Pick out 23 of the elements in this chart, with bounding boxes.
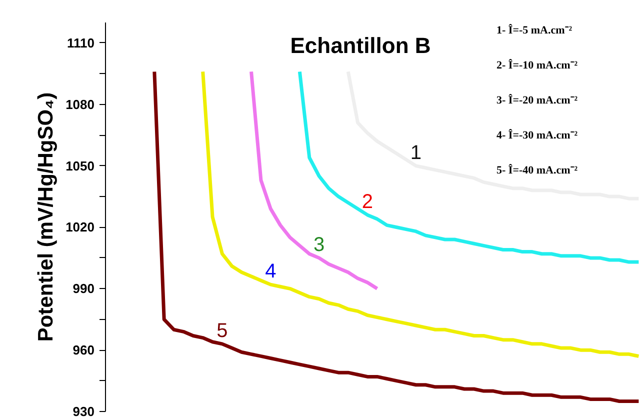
series-label: 5 — [216, 320, 228, 342]
annotation: 4- Î=-30 mA.cm⁻² — [496, 128, 578, 142]
y-axis-title: Potentiel (mV/Hg/HgSO₄) — [34, 92, 58, 342]
series-label: 4 — [265, 260, 276, 283]
y-tick-label: 1020 — [66, 220, 94, 235]
y-tick-label: 990 — [72, 281, 95, 296]
annotation: 5- Î=-40 mA.cm⁻² — [496, 164, 578, 176]
line-series — [250, 70, 379, 290]
annotation: 2- Î=-10 mA.cm⁻² — [496, 58, 578, 72]
text: Echantillon B — [290, 33, 431, 58]
series-label: 3 — [314, 234, 325, 256]
y-tick-label: 1110 — [67, 35, 95, 50]
series-label: 2 — [362, 190, 374, 213]
y-tick-label: 1080 — [66, 96, 94, 112]
series-label: 1 — [410, 142, 422, 164]
annotation: 3- Î=-20 mA.cm⁻² — [496, 94, 578, 106]
line-series — [152, 70, 640, 404]
y-tick-label: 930 — [72, 404, 95, 417]
annotation: 1- Î=-5 mA.cm⁻² — [496, 24, 573, 36]
y-tick-label: 960 — [72, 342, 95, 358]
line-series — [201, 70, 640, 358]
y-tick-label: 1050 — [66, 158, 94, 174]
line-series — [298, 70, 640, 264]
